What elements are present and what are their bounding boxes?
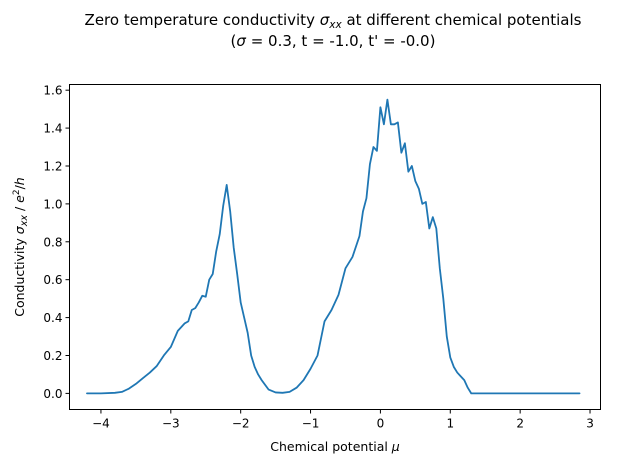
- y-tick-label: 0.2: [43, 349, 62, 363]
- chart-title-line-1: Zero temperature conductivity σxx at dif…: [85, 11, 582, 31]
- y-axis-ticks: 0.0 0.2 0.4 0.6 0.8 1.0 1.2 1.4 1.6: [43, 84, 70, 401]
- x-tick-label: −4: [92, 417, 110, 431]
- y-tick-label: 0.4: [43, 311, 62, 325]
- y-tick-label: 1.4: [43, 122, 62, 136]
- y-tick-label: 1.2: [43, 159, 62, 173]
- x-tick-label: −3: [162, 417, 180, 431]
- y-tick-label: 1.6: [43, 84, 62, 98]
- x-tick-label: 0: [377, 417, 385, 431]
- x-axis-ticks: −4 −3 −2 −1 0 1 2 3: [92, 409, 594, 431]
- series-group: [86, 98, 581, 395]
- chart-title-line-2: (σ = 0.3, t = -1.0, t' = -0.0): [231, 32, 436, 50]
- x-tick-label: −2: [232, 417, 250, 431]
- y-axis-label: Conductivity σxx / e2/h: [12, 177, 30, 317]
- series-line: [86, 98, 581, 395]
- y-tick-label: 0.6: [43, 273, 62, 287]
- y-tick-label: 0.0: [43, 387, 62, 401]
- x-axis-label: Chemical potential μ: [270, 439, 400, 454]
- x-tick-label: −1: [302, 417, 320, 431]
- y-tick-label: 1.0: [43, 197, 62, 211]
- x-tick-label: 2: [516, 417, 524, 431]
- x-tick-label: 1: [446, 417, 454, 431]
- plot-area-frame: [69, 84, 601, 410]
- x-tick-label: 3: [586, 417, 594, 431]
- y-tick-label: 0.8: [43, 235, 62, 249]
